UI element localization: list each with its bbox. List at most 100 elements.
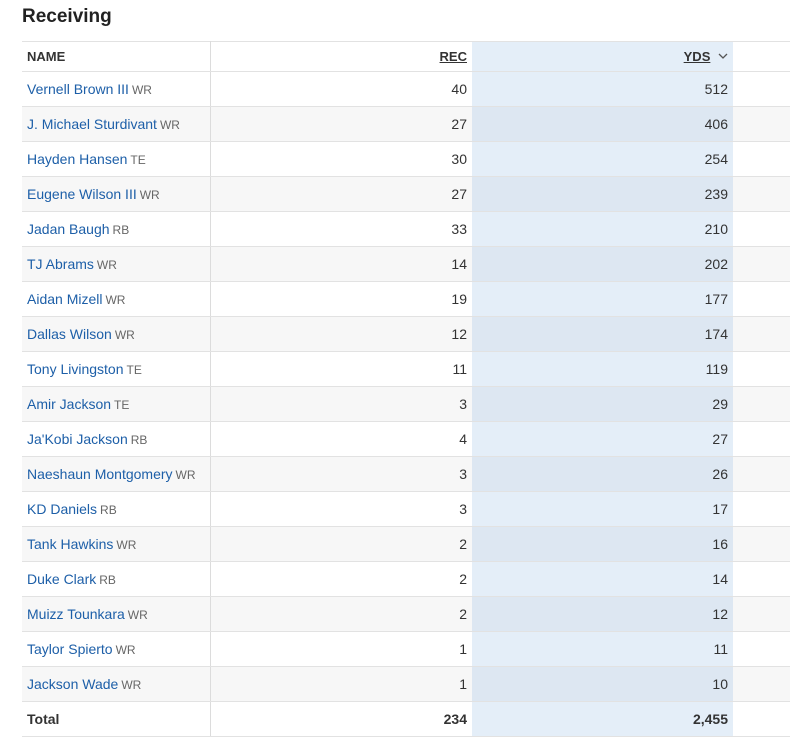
column-label[interactable]: REC	[439, 49, 467, 64]
column-header[interactable]: REC	[210, 41, 472, 72]
yds-cell: 11	[472, 631, 733, 667]
player-link[interactable]: Duke Clark	[27, 571, 97, 587]
empty-cell	[733, 526, 790, 562]
name-cell: TJ Abrams WR	[22, 246, 211, 282]
position: WR	[175, 468, 196, 482]
player-row: Duke Clark RB 2 14	[22, 561, 790, 597]
player-link[interactable]: Jadan Baugh	[27, 221, 110, 237]
player-row: J. Michael Sturdivant WR 27 406	[22, 106, 790, 142]
player-row: Jackson Wade WR 1 10	[22, 666, 790, 702]
player-link[interactable]: Dallas Wilson	[27, 326, 112, 342]
column-label[interactable]: YDS	[683, 49, 711, 64]
name-cell: Jackson Wade WR	[22, 666, 211, 702]
player-link[interactable]: Muizz Tounkara	[27, 606, 125, 622]
player-link[interactable]: Taylor Spierto	[27, 641, 113, 657]
player-row: TJ Abrams WR 14 202	[22, 246, 790, 282]
rec-cell: 11	[210, 351, 472, 387]
section-title: Receiving	[22, 6, 112, 27]
rec-cell: 3	[210, 386, 472, 422]
position: WR	[115, 643, 136, 657]
player-row: Jadan Baugh RB 33 210	[22, 211, 790, 247]
yds-cell: 254	[472, 141, 733, 177]
empty-cell	[733, 211, 790, 247]
player-link[interactable]: Tank Hawkins	[27, 536, 114, 552]
empty-cell	[733, 701, 790, 737]
rec-cell: 27	[210, 176, 472, 212]
empty-cell	[733, 71, 790, 107]
player-link[interactable]: Aidan Mizell	[27, 291, 103, 307]
player-row: Ja'Kobi Jackson RB 4 27	[22, 421, 790, 457]
position: WR	[105, 293, 126, 307]
rec-cell: 14	[210, 246, 472, 282]
rec-cell: 3	[210, 456, 472, 492]
yds-cell: 174	[472, 316, 733, 352]
header-row: NAME REC YDS	[22, 41, 790, 72]
position: RB	[130, 433, 148, 447]
position: WR	[127, 608, 148, 622]
name-cell: Amir Jackson TE	[22, 386, 211, 422]
position: WR	[121, 678, 142, 692]
empty-cell	[733, 246, 790, 282]
rec-cell: 1	[210, 631, 472, 667]
yds-cell: 210	[472, 211, 733, 247]
position: WR	[96, 258, 117, 272]
rec-cell: 33	[210, 211, 472, 247]
player-link[interactable]: Amir Jackson	[27, 396, 112, 412]
empty-cell	[733, 456, 790, 492]
empty-cell	[733, 141, 790, 177]
table-body: Vernell Brown III WR 40 512 J. Michael Sturd…	[22, 71, 790, 737]
player-link[interactable]: Eugene Wilson III	[27, 186, 137, 202]
name-cell: Tank Hawkins WR	[22, 526, 211, 562]
empty-cell	[733, 421, 790, 457]
rec-cell: 40	[210, 71, 472, 107]
name-cell: Duke Clark RB	[22, 561, 211, 597]
player-row: Aidan Mizell WR 19 177	[22, 281, 790, 317]
player-link[interactable]: KD Daniels	[27, 501, 98, 517]
empty-cell	[733, 386, 790, 422]
player-row: Naeshaun Montgomery WR 3 26	[22, 456, 790, 492]
player-row: Tank Hawkins WR 2 16	[22, 526, 790, 562]
name-cell: Hayden Hansen TE	[22, 141, 211, 177]
rec-cell: 2	[210, 526, 472, 562]
empty-cell	[733, 176, 790, 212]
name-cell: J. Michael Sturdivant WR	[22, 106, 211, 142]
player-link[interactable]: J. Michael Sturdivant	[27, 116, 157, 132]
player-row: KD Daniels RB 3 17	[22, 491, 790, 527]
empty-header	[733, 41, 790, 72]
player-link[interactable]: TJ Abrams	[27, 256, 94, 272]
player-link[interactable]: Vernell Brown III	[27, 81, 129, 97]
player-link[interactable]: Jackson Wade	[27, 676, 119, 692]
column-header: NAME	[22, 41, 211, 72]
yds-cell: 512	[472, 71, 733, 107]
rec-cell: 19	[210, 281, 472, 317]
position: TE	[114, 398, 130, 412]
column-header[interactable]: YDS	[472, 41, 733, 72]
player-row: Taylor Spierto WR 1 11	[22, 631, 790, 667]
yds-cell: 29	[472, 386, 733, 422]
name-cell: Taylor Spierto WR	[22, 631, 211, 667]
name-cell: Naeshaun Montgomery WR	[22, 456, 211, 492]
empty-cell	[733, 666, 790, 702]
position: WR	[116, 538, 137, 552]
name-cell: KD Daniels RB	[22, 491, 211, 527]
name-cell: Aidan Mizell WR	[22, 281, 211, 317]
player-row: Vernell Brown III WR 40 512	[22, 71, 790, 107]
yds-cell: 26	[472, 456, 733, 492]
player-link[interactable]: Tony Livingston	[27, 361, 124, 377]
empty-cell	[733, 106, 790, 142]
rec-cell: 3	[210, 491, 472, 527]
position: RB	[99, 573, 116, 587]
empty-cell	[733, 316, 790, 352]
yds-cell: 177	[472, 281, 733, 317]
position: WR	[114, 328, 135, 342]
name-cell: Vernell Brown III WR	[22, 71, 211, 107]
player-link[interactable]: Naeshaun Montgomery	[27, 466, 173, 482]
position: TE	[130, 153, 146, 167]
position: RB	[112, 223, 130, 237]
total-row: Total 234 2,455	[22, 701, 790, 737]
empty-cell	[733, 281, 790, 317]
player-link[interactable]: Ja'Kobi Jackson	[27, 431, 128, 447]
player-row: Dallas Wilson WR 12 174	[22, 316, 790, 352]
player-link[interactable]: Hayden Hansen	[27, 151, 128, 167]
